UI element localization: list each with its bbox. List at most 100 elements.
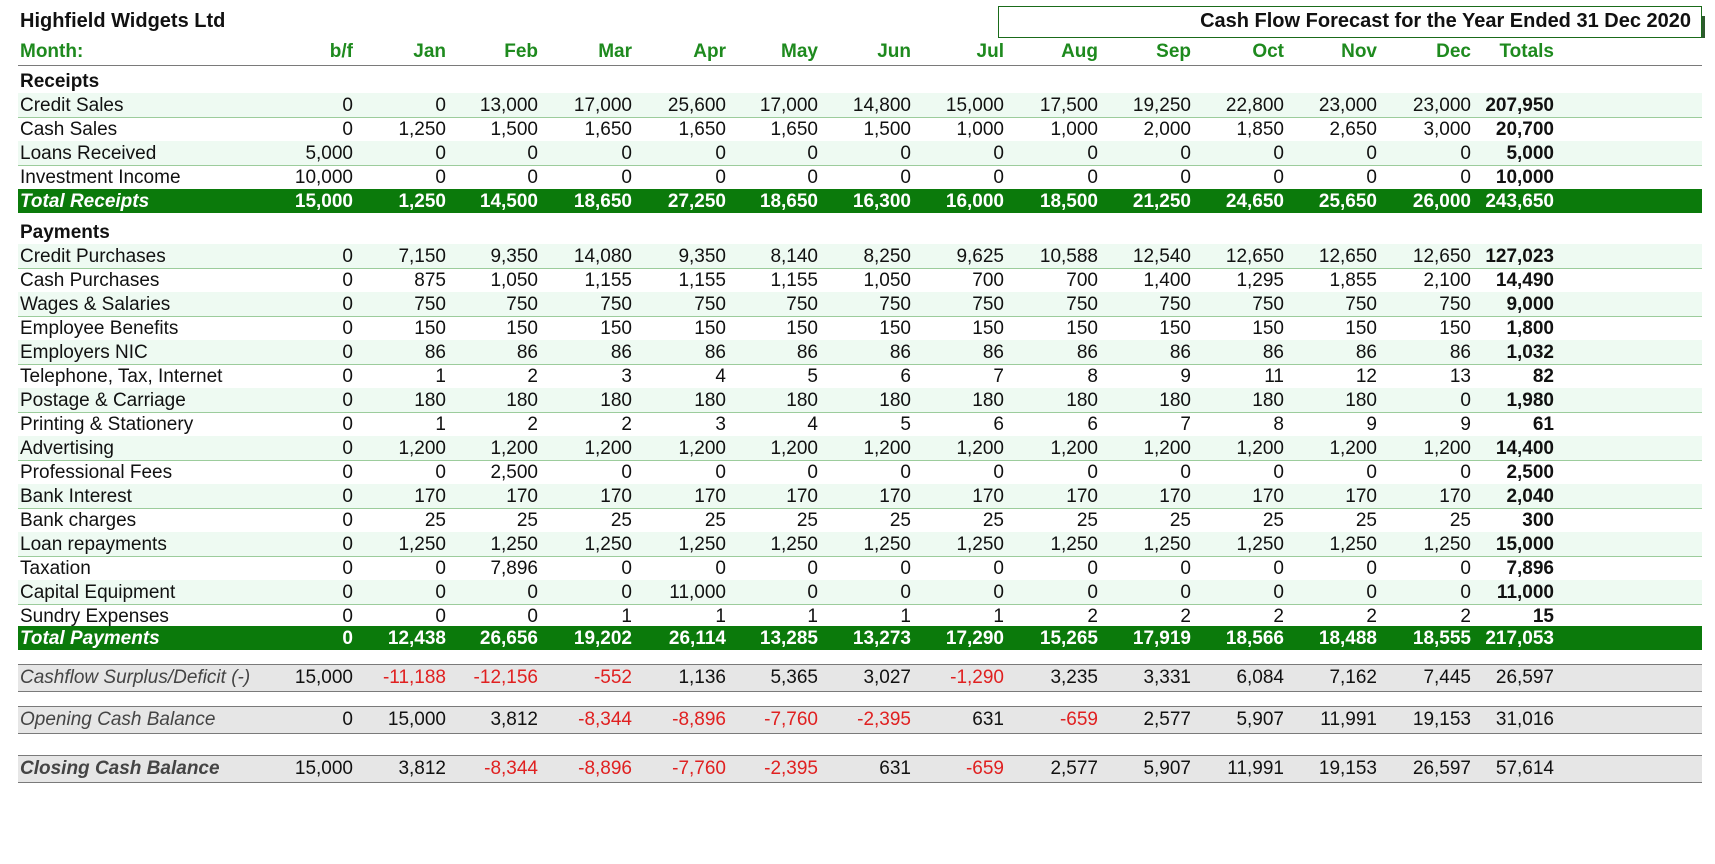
cell-bank-interest-5[interactable]: 170 bbox=[786, 486, 818, 507]
cell-bank-charges-5[interactable]: 25 bbox=[796, 510, 818, 531]
cell-bank-interest-1[interactable]: 170 bbox=[414, 486, 446, 507]
cell-cash-purchases-7[interactable]: 700 bbox=[972, 270, 1004, 291]
cell-employers-nic-5[interactable]: 86 bbox=[796, 342, 818, 363]
cell-credit-purchases-8[interactable]: 10,588 bbox=[1039, 246, 1098, 267]
row-label-sundry-expenses[interactable]: Sundry Expenses bbox=[20, 606, 169, 627]
cell-loan-repayments-11[interactable]: 1,250 bbox=[1329, 534, 1377, 555]
cell-capital-equipment-1[interactable]: 0 bbox=[435, 582, 446, 603]
cell-investment-income-3[interactable]: 0 bbox=[621, 167, 632, 188]
cell-sundry-expenses-2[interactable]: 0 bbox=[527, 606, 538, 627]
row-label-taxation[interactable]: Taxation bbox=[20, 558, 91, 579]
cell-bank-charges-11[interactable]: 25 bbox=[1355, 510, 1377, 531]
cell-cash-sales-10[interactable]: 1,850 bbox=[1236, 119, 1284, 140]
column-header-may[interactable]: May bbox=[781, 41, 818, 62]
cell-printing-stationery-11[interactable]: 9 bbox=[1366, 414, 1377, 435]
cell-loan-repayments-0[interactable]: 0 bbox=[342, 534, 353, 555]
cell-opening-cash-balance-7[interactable]: 631 bbox=[972, 709, 1004, 730]
total-receipts-cell-5[interactable]: 18,650 bbox=[759, 191, 818, 212]
row-label-cashflow-surplus-deficit[interactable]: Cashflow Surplus/Deficit (-) bbox=[20, 667, 251, 688]
row-label-employers-nic[interactable]: Employers NIC bbox=[20, 342, 148, 363]
cell-printing-stationery-13[interactable]: 61 bbox=[1532, 414, 1554, 435]
cell-investment-income-12[interactable]: 0 bbox=[1460, 167, 1471, 188]
cell-credit-sales-2[interactable]: 13,000 bbox=[479, 95, 538, 116]
cell-credit-purchases-13[interactable]: 127,023 bbox=[1485, 246, 1554, 267]
cell-cashflow-surplus-deficit-7[interactable]: -1,290 bbox=[950, 667, 1004, 688]
cell-wages-salaries-6[interactable]: 750 bbox=[879, 294, 911, 315]
cell-postage-carriage-6[interactable]: 180 bbox=[879, 390, 911, 411]
cell-bank-charges-12[interactable]: 25 bbox=[1449, 510, 1471, 531]
cell-sundry-expenses-8[interactable]: 2 bbox=[1087, 606, 1098, 627]
cell-loans-received-6[interactable]: 0 bbox=[900, 143, 911, 164]
cell-advertising-11[interactable]: 1,200 bbox=[1329, 438, 1377, 459]
cell-advertising-8[interactable]: 1,200 bbox=[1050, 438, 1098, 459]
cell-closing-cash-balance-11[interactable]: 19,153 bbox=[1318, 758, 1377, 779]
total-payments-cell-3[interactable]: 19,202 bbox=[573, 628, 632, 649]
cell-sundry-expenses-1[interactable]: 0 bbox=[435, 606, 446, 627]
cell-capital-equipment-4[interactable]: 11,000 bbox=[669, 582, 726, 603]
row-label-professional-fees[interactable]: Professional Fees bbox=[20, 462, 173, 483]
cell-professional-fees-13[interactable]: 2,500 bbox=[1506, 462, 1554, 483]
row-label-opening-cash-balance[interactable]: Opening Cash Balance bbox=[20, 709, 216, 730]
cell-wages-salaries-7[interactable]: 750 bbox=[972, 294, 1004, 315]
cell-advertising-10[interactable]: 1,200 bbox=[1236, 438, 1284, 459]
cell-bank-interest-13[interactable]: 2,040 bbox=[1506, 486, 1554, 507]
column-header-sep[interactable]: Sep bbox=[1156, 41, 1191, 62]
cell-capital-equipment-11[interactable]: 0 bbox=[1366, 582, 1377, 603]
cell-cashflow-surplus-deficit-10[interactable]: 6,084 bbox=[1236, 667, 1284, 688]
cell-credit-sales-11[interactable]: 23,000 bbox=[1318, 95, 1377, 116]
row-label-credit-sales[interactable]: Credit Sales bbox=[20, 95, 124, 116]
cell-loans-received-0[interactable]: 5,000 bbox=[305, 143, 353, 164]
report-title[interactable]: Cash Flow Forecast for the Year Ended 31… bbox=[998, 6, 1702, 38]
cell-printing-stationery-8[interactable]: 6 bbox=[1087, 414, 1098, 435]
cell-credit-sales-10[interactable]: 22,800 bbox=[1225, 95, 1284, 116]
cell-cash-sales-11[interactable]: 2,650 bbox=[1329, 119, 1377, 140]
cell-wages-salaries-9[interactable]: 750 bbox=[1159, 294, 1191, 315]
cell-professional-fees-11[interactable]: 0 bbox=[1366, 462, 1377, 483]
cell-sundry-expenses-0[interactable]: 0 bbox=[342, 606, 353, 627]
row-label-cash-sales[interactable]: Cash Sales bbox=[20, 119, 118, 140]
cell-bank-interest-12[interactable]: 170 bbox=[1439, 486, 1471, 507]
cell-cash-sales-7[interactable]: 1,000 bbox=[956, 119, 1004, 140]
cell-employers-nic-6[interactable]: 86 bbox=[889, 342, 911, 363]
cell-cash-purchases-4[interactable]: 1,155 bbox=[678, 270, 726, 291]
cell-investment-income-9[interactable]: 0 bbox=[1180, 167, 1191, 188]
cell-opening-cash-balance-11[interactable]: 11,991 bbox=[1320, 709, 1377, 730]
cell-closing-cash-balance-12[interactable]: 26,597 bbox=[1412, 758, 1471, 779]
total-payments-cell-4[interactable]: 26,114 bbox=[668, 628, 726, 649]
section-title-payments[interactable]: Payments bbox=[20, 222, 110, 243]
cell-credit-sales-9[interactable]: 19,250 bbox=[1132, 95, 1191, 116]
cell-professional-fees-0[interactable]: 0 bbox=[342, 462, 353, 483]
cell-cash-sales-6[interactable]: 1,500 bbox=[863, 119, 911, 140]
cell-closing-cash-balance-0[interactable]: 15,000 bbox=[294, 758, 353, 779]
cell-taxation-10[interactable]: 0 bbox=[1273, 558, 1284, 579]
cell-taxation-12[interactable]: 0 bbox=[1460, 558, 1471, 579]
cell-closing-cash-balance-5[interactable]: -2,395 bbox=[764, 758, 818, 779]
cell-opening-cash-balance-1[interactable]: 15,000 bbox=[387, 709, 446, 730]
total-payments-cell-2[interactable]: 26,656 bbox=[479, 628, 538, 649]
column-header-jun[interactable]: Jun bbox=[877, 41, 911, 62]
cell-loan-repayments-6[interactable]: 1,250 bbox=[863, 534, 911, 555]
total-payments-cell-12[interactable]: 18,555 bbox=[1412, 628, 1471, 649]
cell-employers-nic-11[interactable]: 86 bbox=[1355, 342, 1377, 363]
cell-advertising-0[interactable]: 0 bbox=[342, 438, 353, 459]
cell-bank-interest-11[interactable]: 170 bbox=[1345, 486, 1377, 507]
total-receipts-cell-6[interactable]: 16,300 bbox=[852, 191, 911, 212]
cell-bank-charges-2[interactable]: 25 bbox=[516, 510, 538, 531]
cell-cash-sales-12[interactable]: 3,000 bbox=[1423, 119, 1471, 140]
cell-printing-stationery-5[interactable]: 4 bbox=[807, 414, 818, 435]
cell-cash-purchases-0[interactable]: 0 bbox=[342, 270, 353, 291]
row-label-bank-interest[interactable]: Bank Interest bbox=[20, 486, 132, 507]
cell-loan-repayments-1[interactable]: 1,250 bbox=[398, 534, 446, 555]
total-payments-cell-10[interactable]: 18,566 bbox=[1225, 628, 1284, 649]
cell-advertising-6[interactable]: 1,200 bbox=[863, 438, 911, 459]
cell-closing-cash-balance-1[interactable]: 3,812 bbox=[398, 758, 446, 779]
cell-bank-charges-13[interactable]: 300 bbox=[1522, 510, 1554, 531]
cell-bank-charges-1[interactable]: 25 bbox=[424, 510, 446, 531]
cell-printing-stationery-9[interactable]: 7 bbox=[1180, 414, 1191, 435]
cell-closing-cash-balance-9[interactable]: 5,907 bbox=[1143, 758, 1191, 779]
cell-bank-charges-6[interactable]: 25 bbox=[889, 510, 911, 531]
row-label-loan-repayments[interactable]: Loan repayments bbox=[20, 534, 167, 555]
total-receipts-cell-4[interactable]: 27,250 bbox=[667, 191, 726, 212]
cell-employee-benefits-1[interactable]: 150 bbox=[414, 318, 446, 339]
cell-employee-benefits-7[interactable]: 150 bbox=[972, 318, 1004, 339]
